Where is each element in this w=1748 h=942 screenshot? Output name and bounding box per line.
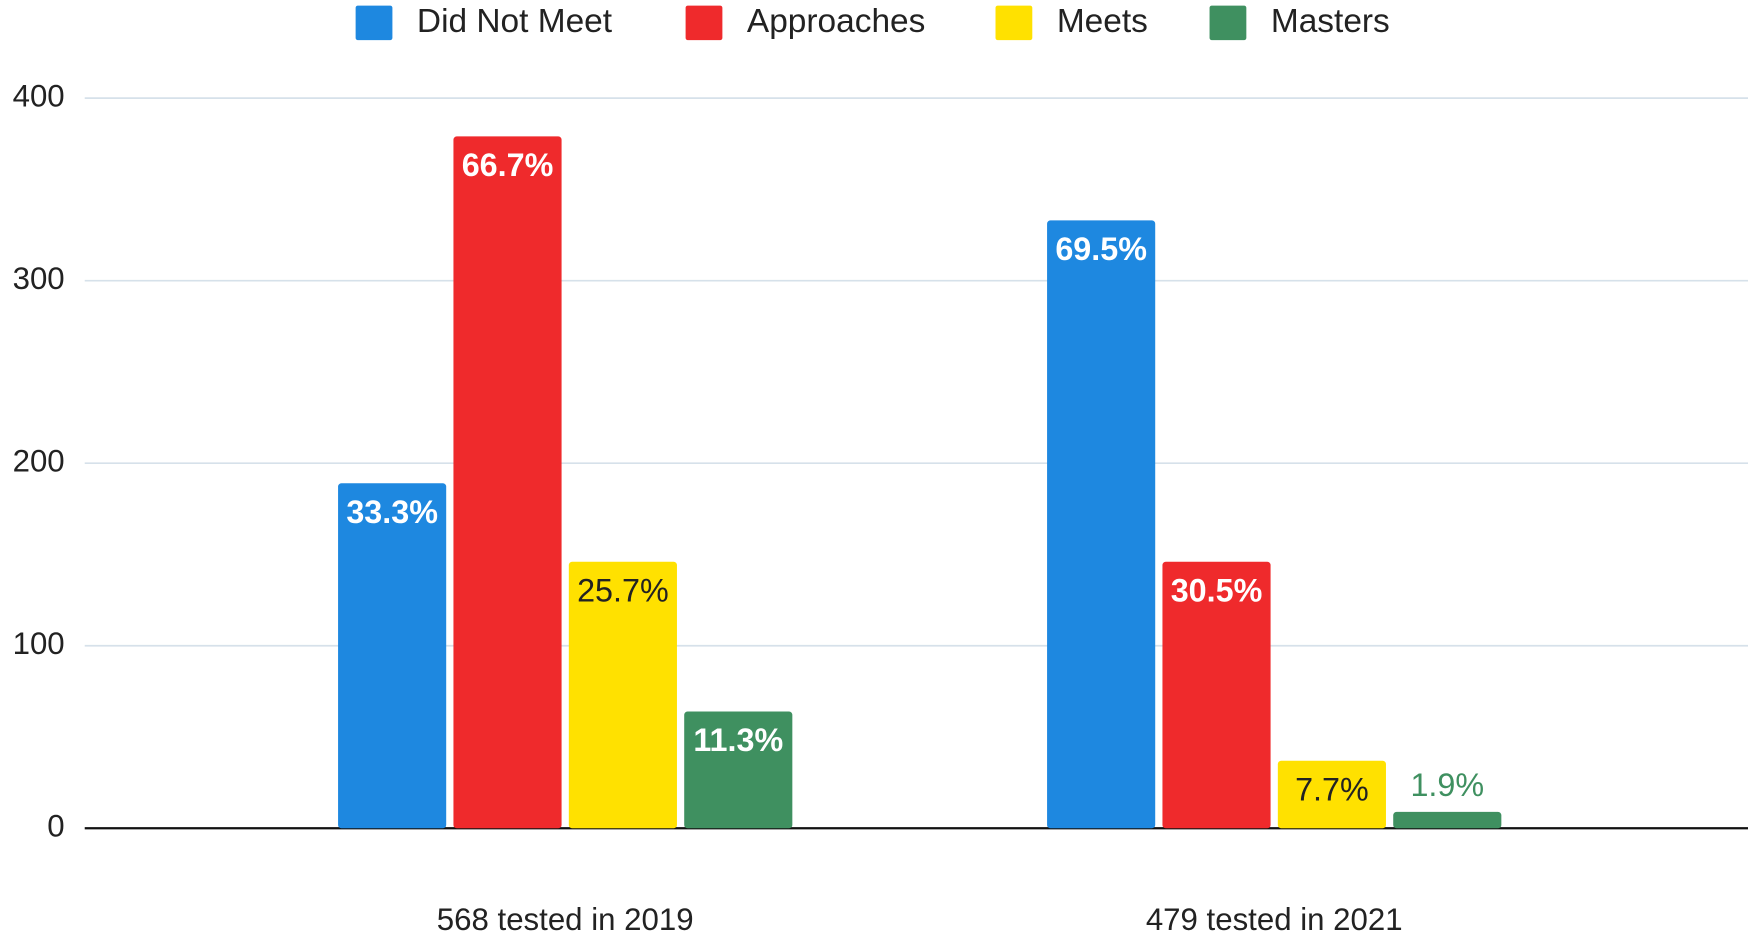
legend-swatch (355, 5, 393, 41)
y-tick-label: 400 (13, 78, 65, 113)
bar (338, 483, 447, 829)
data-label: 69.5% (1055, 231, 1147, 267)
data-label: 30.5% (1171, 573, 1263, 609)
x-tick-label: 479 tested in 2021 (1146, 902, 1403, 937)
x-tick-label: 568 tested in 2019 (437, 902, 694, 937)
y-tick-label: 200 (13, 443, 65, 478)
bar (453, 136, 562, 829)
bar (1047, 220, 1156, 829)
data-label: 1.9% (1410, 767, 1484, 803)
y-tick-label: 300 (13, 261, 65, 296)
legend-label: Did Not Meet (417, 3, 613, 40)
legend-label: Meets (1057, 3, 1148, 40)
data-label: 7.7% (1295, 771, 1369, 807)
y-tick-label: 0 (47, 809, 64, 844)
bar (684, 711, 793, 829)
bar (1277, 760, 1386, 829)
data-label: 25.7% (577, 573, 669, 609)
bar (568, 561, 677, 829)
legend-label: Masters (1271, 3, 1390, 40)
data-label: 66.7% (462, 147, 554, 183)
legend-swatch (685, 5, 723, 41)
data-label: 11.3% (693, 722, 783, 758)
bar (1162, 561, 1271, 829)
bar (1393, 811, 1502, 829)
legend-swatch (995, 5, 1033, 41)
legend-swatch (1209, 5, 1247, 41)
legend-label: Approaches (747, 3, 925, 40)
y-tick-label: 100 (13, 626, 65, 661)
data-label: 33.3% (346, 494, 438, 530)
